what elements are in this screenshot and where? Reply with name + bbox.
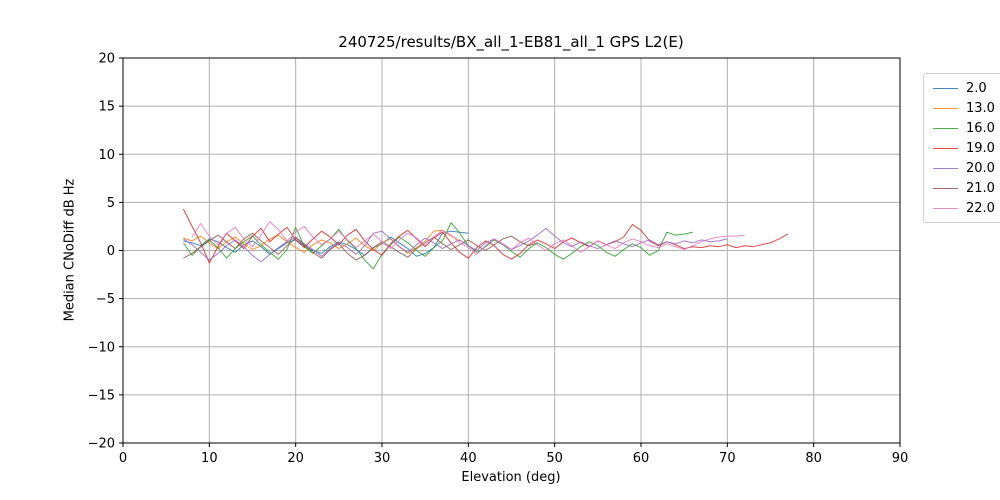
x-tick-label: 90: [892, 451, 909, 466]
series-line-2.0: [183, 230, 469, 257]
legend-label: 13.0: [966, 100, 995, 116]
x-tick-label: 0: [119, 451, 127, 466]
x-tick-label: 40: [460, 451, 477, 466]
legend-label: 16.0: [966, 120, 995, 136]
legend-line-sample: [933, 107, 958, 109]
legend-line-sample: [933, 207, 958, 209]
y-tick-label: −20: [88, 437, 115, 452]
y-tick-label: −10: [88, 340, 115, 355]
legend-label: 22.0: [966, 200, 995, 216]
series-line-16.0: [182, 222, 693, 270]
y-tick-label: −15: [88, 388, 115, 403]
legend-item: 22.0: [933, 198, 1000, 218]
y-tick-label: 10: [98, 148, 115, 163]
legend-item: 16.0: [933, 118, 1000, 138]
legend: 2.0 13.0 16.0 19.0 20.0 21.0 22.0: [923, 73, 1000, 223]
x-tick-label: 80: [805, 451, 822, 466]
legend-label: 21.0: [966, 180, 995, 196]
legend-item: 13.0: [933, 98, 1000, 118]
legend-line-sample: [933, 127, 958, 129]
legend-item: 21.0: [933, 178, 1000, 198]
legend-label: 20.0: [966, 160, 995, 176]
legend-label: 19.0: [966, 140, 995, 156]
x-axis-label: Elevation (deg): [461, 470, 561, 485]
y-tick-label: 15: [98, 100, 115, 115]
legend-line-sample: [933, 187, 958, 189]
series-line-13.0: [183, 229, 460, 254]
chart-title: 240725/results/BX_all_1-EB81_all_1 GPS L…: [338, 33, 684, 51]
series-line-21.0: [183, 232, 538, 261]
series-line-19.0: [182, 208, 789, 264]
legend-line-sample: [933, 147, 958, 149]
y-axis-label: Median CNoDiff dB Hz: [62, 178, 78, 322]
legend-label: 2.0: [966, 80, 987, 96]
x-tick-label: 20: [287, 451, 304, 466]
y-tick-label: 20: [98, 52, 115, 67]
x-tick-label: 60: [633, 451, 650, 466]
legend-item: 2.0: [933, 78, 1000, 98]
y-tick-label: 0: [107, 244, 115, 259]
legend-item: 19.0: [933, 138, 1000, 158]
x-tick-label: 70: [719, 451, 736, 466]
legend-item: 20.0: [933, 158, 1000, 178]
y-tick-label: 5: [107, 196, 115, 211]
x-tick-label: 50: [546, 451, 563, 466]
y-tick-label: −5: [96, 292, 115, 307]
legend-line-sample: [933, 167, 958, 169]
legend-line-sample: [933, 87, 958, 89]
x-tick-label: 30: [374, 451, 391, 466]
x-tick-label: 10: [201, 451, 218, 466]
series-line-22.0: [191, 221, 745, 255]
series-line-20.0: [183, 227, 728, 263]
